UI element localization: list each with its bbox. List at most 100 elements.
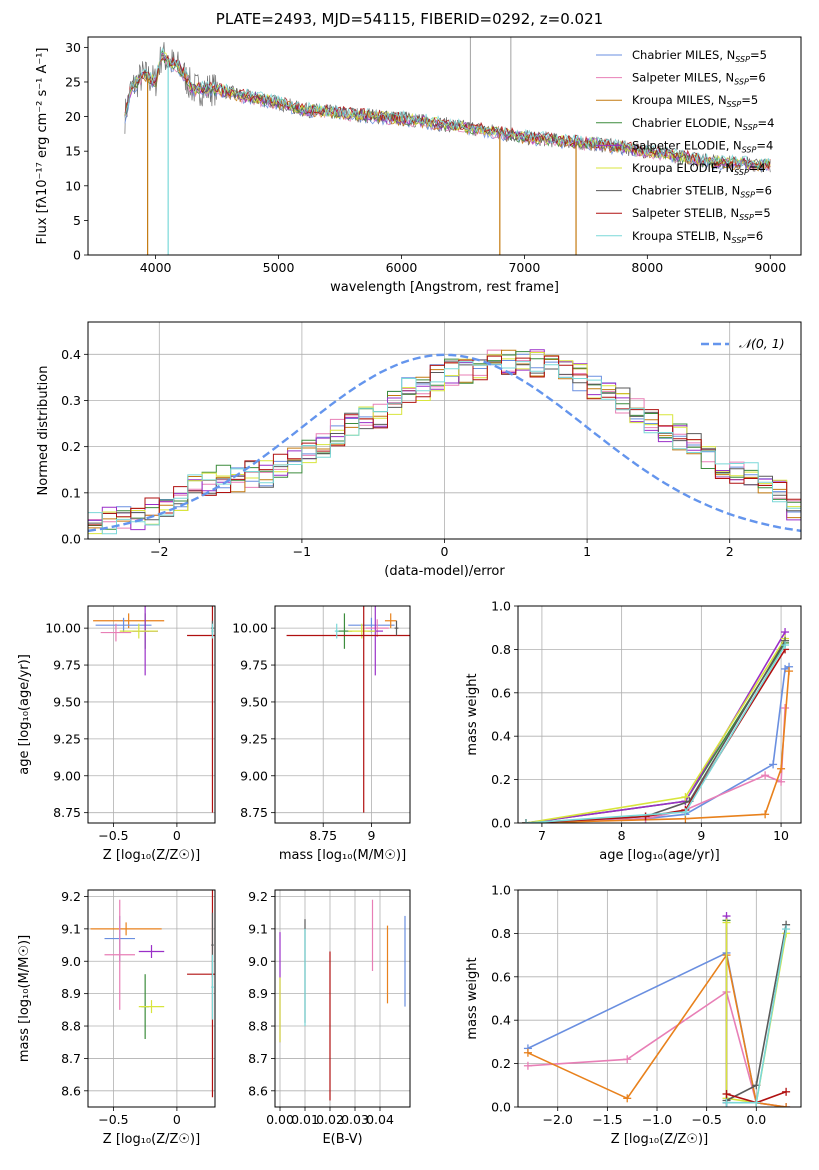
y-tick-label: 9.50 <box>240 694 268 709</box>
axes-frame <box>87 605 216 824</box>
y-tick-label: 8.8 <box>248 1019 268 1034</box>
y-tick-label: 10 <box>65 178 81 193</box>
x-tick-label: 6000 <box>386 260 418 275</box>
axes-frame <box>517 889 802 1108</box>
legend-label-sub: SSP <box>734 78 749 87</box>
histogram-kroupa_stelib <box>88 361 801 535</box>
axes-frame <box>274 605 411 824</box>
legend-label: Salpeter STELIB, NSSP=5 <box>632 206 771 222</box>
y-tick-label: 0.4 <box>491 1013 511 1028</box>
plot-area <box>93 606 215 813</box>
y-tick-label: 9.00 <box>240 768 268 783</box>
y-tick-label: 8.7 <box>248 1051 268 1066</box>
weight-line-salpeter_miles <box>525 707 786 823</box>
chart-age_vs_Z: −0.5 0 8.75 9.00 9.25 9.50 9.75 10.00 Z [log₁₀(Z… <box>17 605 216 863</box>
y-tick-label: 0.0 <box>491 816 511 831</box>
plot-area <box>523 912 791 1107</box>
chart-mass_vs_EBV: 0.000.010.020.030.04 8.6 8.7 8.8 8.9 9.0 9.1 9.… <box>248 889 411 1147</box>
histogram-kroupa_elodie <box>88 352 801 535</box>
x-tick-label: −0.5 <box>98 1112 128 1127</box>
x-tick-label: −0.5 <box>98 828 128 843</box>
y-tick-label: 0 <box>73 248 81 263</box>
plot-area <box>90 890 215 1098</box>
y-tick-label: 8.9 <box>248 986 268 1001</box>
x-axis-label: (data-model)/error <box>384 564 505 579</box>
x-tick-label: 7 <box>538 828 546 843</box>
x-tick-label: −1.5 <box>592 1112 622 1127</box>
legend-label-sub: SSP <box>739 213 754 222</box>
y-tick-label: 9.00 <box>53 768 81 783</box>
legend-label-sub: SSP <box>727 100 742 109</box>
chart-mass_vs_Z: −0.5 0 8.6 8.7 8.8 8.9 9.0 9.1 9.2 Z [log₁₀(Z/Z☉)… <box>17 889 216 1147</box>
x-tick-label: 9 <box>697 828 705 843</box>
x-tick-label: 8 <box>618 828 626 843</box>
y-tick-label: 0.8 <box>491 926 511 941</box>
axes-frame <box>274 889 411 1108</box>
legend-label-sub: SSP <box>735 55 750 64</box>
legend-label-sub: SSP <box>742 145 757 154</box>
y-tick-label: 1.0 <box>491 883 511 898</box>
chart-spectrum: 4000 5000 6000 7000 8000 9000 0 5 10 15 20 25 30 wave… <box>35 36 802 295</box>
y-tick-label: 8.7 <box>61 1051 81 1066</box>
chart-residuals: −2 −1 0 1 2 0.0 0.1 0.2 0.3 0.4 (data-model)/error… <box>36 321 802 579</box>
y-tick-label: 9.0 <box>61 954 81 969</box>
x-tick-label: 9 <box>367 828 375 843</box>
legend-label-suffix: =4 <box>758 116 775 130</box>
x-axis-label: age [log₁₀(age/yr)] <box>599 848 720 863</box>
legend-label: Kroupa STELIB, NSSP=6 <box>632 229 763 245</box>
x-tick-label: −0.5 <box>691 1112 721 1127</box>
y-tick-label: 10.00 <box>232 621 268 636</box>
y-tick-label: 9.1 <box>248 921 268 936</box>
x-tick-label: 0.0 <box>746 1112 766 1127</box>
x-axis-label: Z [log₁₀(Z/Z☉)] <box>103 1132 200 1147</box>
y-tick-label: 8.6 <box>61 1083 81 1098</box>
legend-label: Salpeter ELODIE, NSSP=4 <box>632 138 773 154</box>
histogram-salpeter_stelib <box>88 355 801 526</box>
y-axis-label: Flux [fλ10⁻¹⁷ erg cm⁻² s⁻¹ A⁻¹] <box>35 48 50 245</box>
weight-line-chabrier_elodie <box>525 642 786 823</box>
y-tick-label: 20 <box>65 109 81 124</box>
x-axis-label: Z [log₁₀(Z/Z☉)] <box>611 1132 708 1147</box>
y-tick-label: 0.0 <box>491 1100 511 1115</box>
y-tick-label: 9.25 <box>53 731 81 746</box>
y-tick-label: 0.1 <box>61 485 81 500</box>
y-tick-label: 8.9 <box>61 986 81 1001</box>
y-axis-label: age [log₁₀(age/yr)] <box>17 654 32 775</box>
legend-label-sub: SSP <box>732 236 747 245</box>
legend-label-sub: SSP <box>740 191 755 200</box>
y-tick-label: 9.2 <box>248 889 268 904</box>
x-tick-label: 10 <box>773 828 789 843</box>
axes-frame <box>87 321 802 540</box>
y-tick-label: 0.4 <box>61 347 81 362</box>
chart-weight_vs_age: 7 8 9 10 0.0 0.2 0.4 0.6 0.8 1.0 age [log₁₀(age/yr… <box>465 599 802 863</box>
weight-line-chabrier_miles <box>525 666 790 823</box>
y-tick-label: 25 <box>65 74 81 89</box>
y-tick-label: 8.8 <box>61 1019 81 1034</box>
x-tick-label: 1 <box>583 544 591 559</box>
y-tick-label: 0.6 <box>491 969 511 984</box>
weight-line-chabrier_stelib <box>525 640 786 823</box>
y-axis-label: mass weight <box>465 957 480 1039</box>
x-tick-label: 4000 <box>140 260 172 275</box>
x-tick-label: 0 <box>441 544 449 559</box>
legend-label: Chabrier MILES, NSSP=5 <box>632 48 767 64</box>
y-tick-label: 0.3 <box>61 393 81 408</box>
x-tick-label: 8000 <box>631 260 663 275</box>
legend-label: Salpeter MILES, NSSP=6 <box>632 71 766 87</box>
x-tick-label: 0 <box>173 828 181 843</box>
legend-label: Kroupa ELODIE, NSSP=4 <box>632 161 766 177</box>
x-axis-label: mass [log₁₀(M/M☉)] <box>279 848 406 863</box>
y-axis-label: mass weight <box>465 673 480 755</box>
y-tick-label: 0.4 <box>491 729 511 744</box>
y-tick-label: 1.0 <box>491 599 511 614</box>
x-tick-label: −1.0 <box>642 1112 672 1127</box>
x-tick-label: 9000 <box>754 260 786 275</box>
plot-area <box>88 349 801 535</box>
x-axis-label: Z [log₁₀(Z/Z☉)] <box>103 848 200 863</box>
y-tick-label: 9.75 <box>240 658 268 673</box>
spectrum-model-kroupa_stelib <box>124 47 771 168</box>
x-tick-label: −2 <box>150 544 168 559</box>
legend-label-suffix: =6 <box>746 229 763 243</box>
legend-label-suffix: =5 <box>741 93 758 107</box>
figure-title: PLATE=2493, MJD=54115, FIBERID=0292, z=0… <box>215 10 604 28</box>
